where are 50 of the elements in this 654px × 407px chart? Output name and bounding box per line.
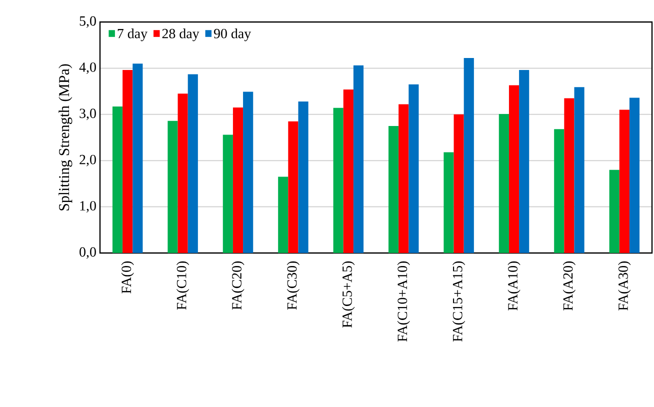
bar — [122, 70, 133, 253]
bar — [554, 129, 564, 253]
bar — [408, 84, 419, 253]
bar — [498, 114, 509, 253]
bar — [464, 58, 474, 253]
bar — [132, 64, 143, 253]
bar — [222, 134, 233, 253]
legend-label: 7 day — [118, 28, 148, 42]
bar — [398, 104, 409, 253]
bar — [278, 176, 288, 253]
bar — [298, 101, 308, 253]
bar — [574, 87, 584, 253]
bar — [629, 98, 640, 253]
x-tick-label: FA(C15+A15) — [452, 261, 466, 342]
bar — [178, 94, 188, 253]
y-tick-label: 5,0 — [80, 16, 96, 28]
x-tick-label: FA(C10) — [176, 261, 190, 310]
bar — [454, 114, 464, 253]
y-tick-label: 0,0 — [80, 247, 96, 259]
y-tick-label: 1,0 — [80, 201, 96, 213]
y-tick-label: 3,0 — [80, 108, 96, 120]
bar — [508, 85, 520, 253]
bar — [112, 106, 123, 253]
bar — [232, 107, 244, 253]
bar — [353, 65, 364, 253]
bar — [609, 170, 620, 253]
x-tick-label: FA(0) — [121, 261, 134, 294]
bar — [519, 70, 530, 253]
y-axis-title: Splitting Strength (MPa) — [58, 64, 72, 210]
bar — [243, 92, 254, 253]
bar — [619, 110, 630, 253]
x-tick-label: FA(C5+A5) — [342, 261, 355, 328]
x-tick-label: FA(A10) — [508, 261, 520, 310]
y-tick-label: 2,0 — [80, 154, 96, 166]
bar — [333, 108, 344, 253]
legend-label: 28 day — [162, 28, 200, 42]
y-tick-label: 4,0 — [79, 62, 96, 74]
bar — [188, 74, 198, 253]
bar — [343, 89, 354, 253]
x-tick-label: FA(C10+A10) — [397, 261, 410, 342]
x-tick-label: FA(C20) — [232, 261, 244, 310]
x-tick-label: FA(A20) — [562, 261, 576, 310]
bar — [564, 98, 574, 253]
bar — [168, 120, 178, 253]
x-tick-label: FA(C30) — [286, 261, 300, 310]
bar — [388, 126, 399, 253]
legend-label: 90 day — [214, 28, 252, 42]
bar — [444, 152, 454, 253]
bar — [288, 121, 298, 253]
x-tick-label: FA(A30) — [618, 261, 631, 310]
